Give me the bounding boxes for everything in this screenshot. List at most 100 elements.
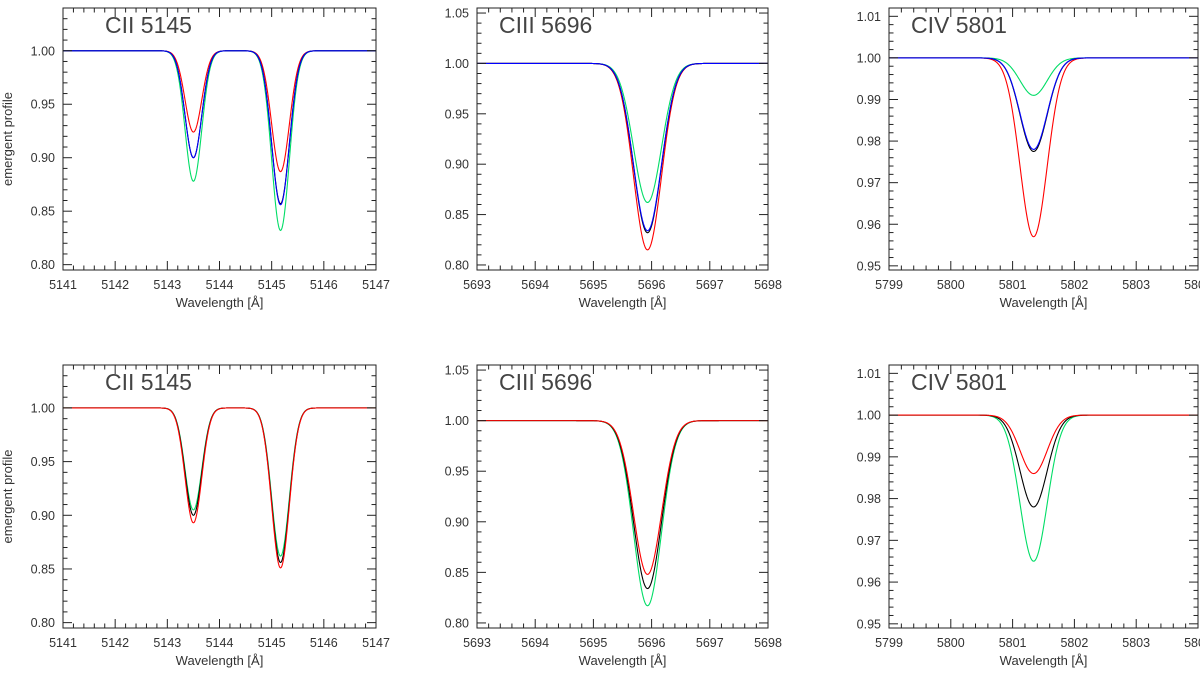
y-tick-label: 0.85 <box>445 566 469 580</box>
y-tick-label: 0.85 <box>31 562 55 576</box>
y-tick-label: 0.95 <box>445 107 469 121</box>
x-tick-label: 5803 <box>1122 636 1150 650</box>
y-tick-label: 1.00 <box>445 57 469 71</box>
y-tick-label: 0.97 <box>857 534 881 548</box>
series-line-green <box>477 62 768 204</box>
y-tick-label: 0.96 <box>857 218 881 232</box>
y-tick-label: 0.96 <box>857 576 881 590</box>
y-tick-label: 1.00 <box>31 401 55 415</box>
x-tick-label: 5799 <box>875 278 903 292</box>
x-tick-label: 5142 <box>101 636 129 650</box>
panel-title: CIV 5801 <box>911 369 1007 395</box>
x-tick-label: 5802 <box>1060 278 1088 292</box>
y-tick-label: 0.95 <box>857 259 881 273</box>
x-tick-label: 5696 <box>638 636 666 650</box>
x-tick-label: 5143 <box>153 636 181 650</box>
y-tick-label: 0.95 <box>31 455 55 469</box>
series-line-red <box>63 50 376 173</box>
series-line-blue <box>63 50 376 206</box>
series-line-red <box>889 57 1198 238</box>
y-tick-label: 0.80 <box>31 616 55 630</box>
x-axis-label: Wavelength [Å] <box>579 295 667 310</box>
series-line-black <box>477 420 768 590</box>
series-line-blue <box>889 57 1198 150</box>
panel-5: 5693 5694 5695 5696 5697 5698 0.80 0.85 0.90 0.95… <box>445 364 782 668</box>
x-tick-label: 5695 <box>579 278 607 292</box>
series-line-red <box>63 407 376 569</box>
x-tick-label: 5146 <box>310 636 338 650</box>
panel-4: 5141 5142 5143 5144 5145 5146 5147 0.80 0.85 0.90… <box>0 364 390 668</box>
series-line-black <box>889 57 1198 153</box>
plot-frame <box>888 364 1199 629</box>
y-tick-label: 1.01 <box>857 367 881 381</box>
x-axis-label: Wavelength [Å] <box>579 653 667 668</box>
y-tick-label: 0.95 <box>31 98 55 112</box>
panel-title: CII 5145 <box>105 12 192 38</box>
series-line-green <box>889 414 1198 562</box>
x-tick-label: 5696 <box>638 278 666 292</box>
x-tick-label: 5697 <box>696 278 724 292</box>
series-line-blue <box>477 62 768 232</box>
y-tick-label: 0.98 <box>857 135 881 149</box>
x-tick-label: 5693 <box>463 278 491 292</box>
x-tick-label: 5145 <box>258 278 286 292</box>
series-line-green <box>63 50 376 232</box>
x-tick-label: 5145 <box>258 636 286 650</box>
x-axis-label: Wavelength [Å] <box>1000 653 1088 668</box>
plot-area <box>477 62 768 251</box>
y-tick-label: 0.90 <box>445 158 469 172</box>
panel-1: 5141 5142 5143 5144 5145 5146 5147 0.80 0.85 0.90… <box>0 7 390 310</box>
plot-frame <box>62 7 377 271</box>
x-tick-label: 5800 <box>937 278 965 292</box>
plot-area <box>477 420 768 607</box>
panel-3: 5799 5800 5801 5802 5803 5804 0.95 0.96 0.97 0.98… <box>857 7 1200 310</box>
series-line-red <box>477 420 768 575</box>
plot-area <box>63 50 376 232</box>
x-tick-label: 5693 <box>463 636 491 650</box>
y-tick-label: 0.98 <box>857 492 881 506</box>
y-tick-label: 0.80 <box>445 258 469 272</box>
x-axis-label: Wavelength [Å] <box>176 653 264 668</box>
x-tick-label: 5697 <box>696 636 724 650</box>
y-axis-label: emergent profile <box>0 450 15 544</box>
x-tick-label: 5147 <box>362 636 390 650</box>
x-axis-label: Wavelength [Å] <box>176 295 264 310</box>
plot-area <box>889 57 1198 238</box>
y-tick-label: 0.80 <box>445 616 469 630</box>
x-tick-label: 5694 <box>521 278 549 292</box>
x-tick-label: 5141 <box>49 636 77 650</box>
x-tick-label: 5698 <box>754 636 782 650</box>
y-tick-label: 1.01 <box>857 10 881 24</box>
y-tick-label: 0.90 <box>445 515 469 529</box>
x-tick-label: 5804 <box>1184 636 1200 650</box>
y-tick-label: 0.97 <box>857 176 881 190</box>
x-tick-label: 5144 <box>206 636 234 650</box>
y-tick-label: 0.80 <box>31 258 55 272</box>
x-tick-label: 5695 <box>579 636 607 650</box>
y-tick-label: 0.85 <box>445 208 469 222</box>
panel-title: CIII 5696 <box>499 369 592 395</box>
series-line-black <box>63 407 376 564</box>
panel-title: CIII 5696 <box>499 12 592 38</box>
x-tick-label: 5147 <box>362 278 390 292</box>
plot-frame <box>62 364 377 629</box>
panel-2: 5693 5694 5695 5696 5697 5698 0.80 0.85 0.90 0.95… <box>445 7 782 310</box>
x-tick-label: 5804 <box>1184 278 1200 292</box>
y-tick-label: 1.05 <box>445 364 469 378</box>
plot-frame <box>476 7 769 271</box>
x-tick-label: 5142 <box>101 278 129 292</box>
series-line-green <box>477 420 768 607</box>
x-tick-label: 5800 <box>937 636 965 650</box>
x-tick-label: 5146 <box>310 278 338 292</box>
series-line-green <box>889 57 1198 96</box>
plot-frame <box>476 364 769 629</box>
y-tick-label: 1.05 <box>445 7 469 21</box>
series-line-green <box>63 407 376 557</box>
y-tick-label: 0.95 <box>857 617 881 631</box>
x-tick-label: 5143 <box>153 278 181 292</box>
x-tick-label: 5802 <box>1060 636 1088 650</box>
x-tick-label: 5801 <box>999 636 1027 650</box>
plot-frame <box>888 7 1199 271</box>
y-tick-label: 1.00 <box>31 44 55 58</box>
